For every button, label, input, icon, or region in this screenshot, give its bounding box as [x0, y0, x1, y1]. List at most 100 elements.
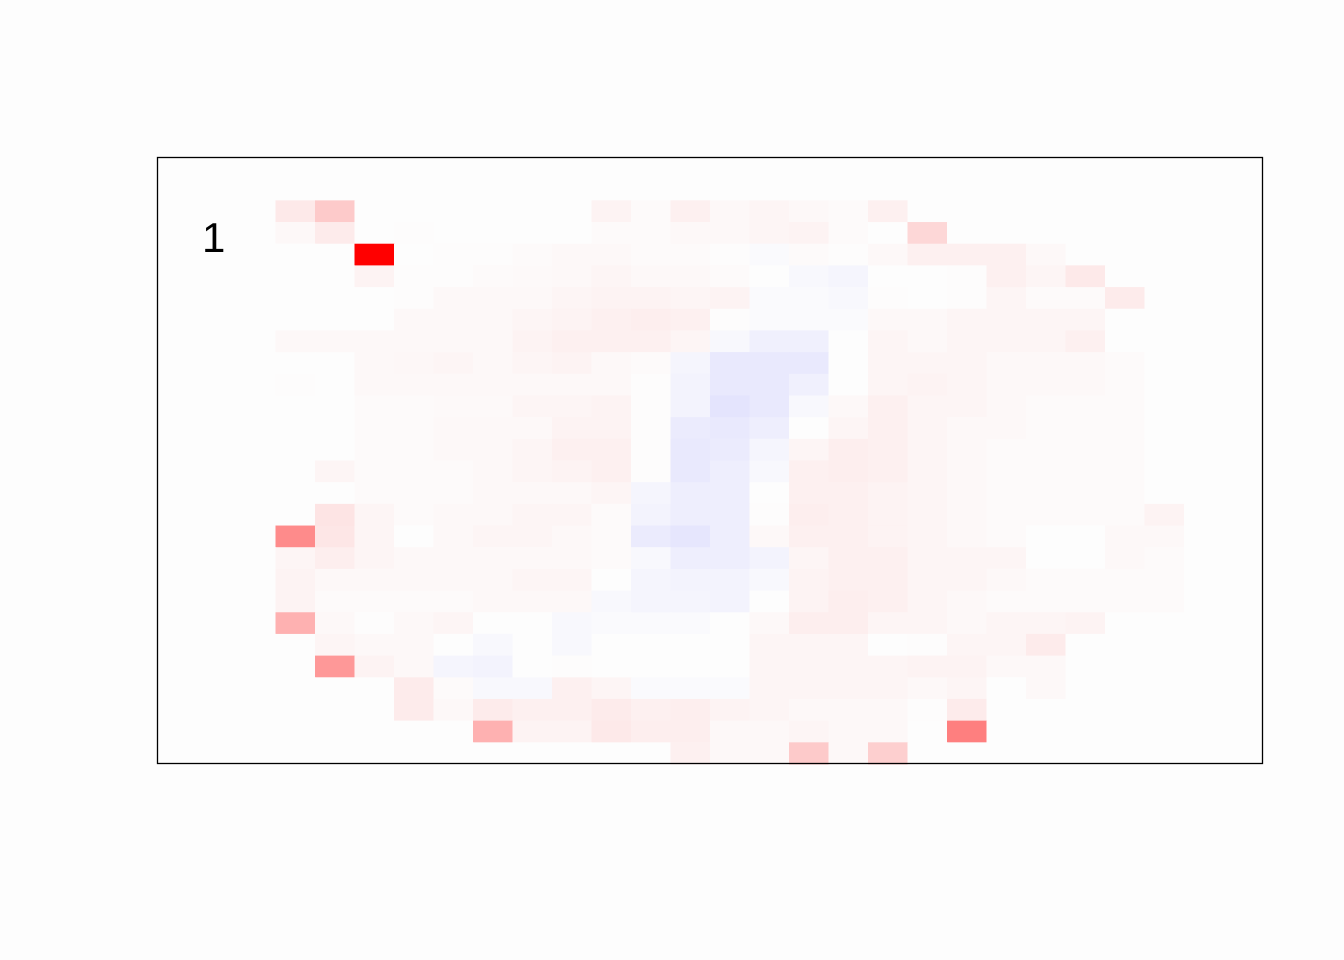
heatmap-cell	[1144, 677, 1185, 700]
heatmap-cell	[157, 330, 198, 353]
heatmap-cell	[275, 720, 316, 743]
heatmap-cell	[591, 698, 632, 722]
heatmap-cell	[552, 698, 593, 722]
heatmap-cell	[236, 698, 277, 722]
heatmap-cell	[1105, 655, 1146, 678]
heatmap-cell	[670, 178, 711, 201]
heatmap-cell	[1144, 200, 1185, 223]
heatmap-cell	[1105, 590, 1146, 613]
heatmap-cell	[907, 503, 948, 527]
heatmap-cell	[275, 460, 316, 483]
heatmap-cell	[1065, 547, 1106, 570]
heatmap-cell	[828, 633, 869, 657]
heatmap-cell	[670, 742, 711, 765]
heatmap-cell	[157, 742, 198, 765]
heatmap-cell	[1223, 677, 1264, 700]
heatmap-cell	[986, 330, 1027, 353]
heatmap-cell	[1026, 655, 1067, 678]
heatmap-cell	[236, 200, 277, 223]
heatmap-cell	[433, 352, 474, 375]
heatmap-cell	[789, 698, 830, 722]
heatmap-cell	[670, 222, 711, 245]
heatmap-cell	[433, 222, 474, 245]
heatmap-cell	[907, 200, 948, 223]
heatmap-cell	[986, 308, 1027, 332]
heatmap-cell	[512, 742, 553, 765]
heatmap-cell	[670, 720, 711, 743]
heatmap-cell	[512, 222, 553, 245]
heatmap-cell	[1223, 655, 1264, 678]
heatmap-cell	[1184, 243, 1225, 266]
heatmap-cell	[157, 720, 198, 743]
heatmap-cell	[631, 243, 672, 266]
heatmap-cell	[710, 503, 751, 527]
heatmap-cell	[789, 330, 830, 353]
heatmap-cell	[828, 330, 869, 353]
heatmap-cell	[236, 308, 277, 332]
heatmap-cell	[196, 482, 237, 505]
heatmap-cell	[275, 677, 316, 700]
heatmap-cell	[473, 417, 514, 440]
heatmap-cell	[315, 287, 356, 310]
heatmap-cell	[986, 547, 1027, 570]
heatmap-cell	[275, 655, 316, 678]
heatmap-cell	[947, 438, 988, 462]
heatmap-cell	[789, 352, 830, 375]
heatmap-cell	[631, 417, 672, 440]
heatmap-cell	[196, 243, 237, 266]
heatmap-cell	[1223, 720, 1264, 743]
heatmap-cell	[1144, 373, 1185, 397]
heatmap-cell	[986, 612, 1027, 635]
heatmap-cell	[157, 287, 198, 310]
heatmap-cell	[868, 503, 909, 527]
heatmap-cell	[1144, 742, 1185, 765]
heatmap-cell	[275, 525, 316, 548]
heatmap-cell	[315, 373, 356, 397]
heatmap-cell	[1105, 503, 1146, 527]
heatmap-cell	[1026, 438, 1067, 462]
heatmap-cell	[1144, 438, 1185, 462]
heatmap-cell	[157, 547, 198, 570]
heatmap-cell	[907, 178, 948, 201]
heatmap-cell	[591, 677, 632, 700]
heatmap-cell	[1026, 503, 1067, 527]
heatmap-cell	[591, 308, 632, 332]
heatmap-cell	[828, 742, 869, 765]
heatmap-cell	[315, 352, 356, 375]
heatmap-cell	[710, 222, 751, 245]
heatmap-cell	[1065, 308, 1106, 332]
heatmap-cell	[1065, 655, 1106, 678]
heatmap-cell	[1026, 590, 1067, 613]
heatmap-cell	[631, 178, 672, 201]
heatmap-cell	[354, 633, 395, 657]
heatmap-cells	[157, 157, 1264, 765]
heatmap-cell	[354, 547, 395, 570]
heatmap-cell	[907, 417, 948, 440]
heatmap-cell	[1223, 547, 1264, 570]
heatmap-cell	[631, 330, 672, 353]
heatmap-cell	[354, 525, 395, 548]
heatmap-cell	[157, 590, 198, 613]
heatmap-cell	[196, 742, 237, 765]
heatmap-cell	[275, 243, 316, 266]
heatmap-cell	[631, 460, 672, 483]
heatmap-cell	[710, 330, 751, 353]
heatmap-cell	[315, 308, 356, 332]
heatmap-cell	[670, 547, 711, 570]
heatmap-cell	[275, 200, 316, 223]
heatmap-cell	[591, 200, 632, 223]
heatmap-cell	[473, 352, 514, 375]
heatmap-cell	[947, 698, 988, 722]
heatmap-cell	[1065, 612, 1106, 635]
heatmap-cell	[631, 157, 672, 180]
heatmap-cell	[907, 633, 948, 657]
heatmap-cell	[670, 373, 711, 397]
heatmap-cell	[1105, 243, 1146, 266]
heatmap-cell	[315, 655, 356, 678]
heatmap-cell	[552, 633, 593, 657]
heatmap-cell	[749, 417, 790, 440]
heatmap-cell	[1144, 287, 1185, 310]
heatmap-cell	[512, 612, 553, 635]
heatmap-cell	[631, 590, 672, 613]
heatmap-cell	[315, 698, 356, 722]
